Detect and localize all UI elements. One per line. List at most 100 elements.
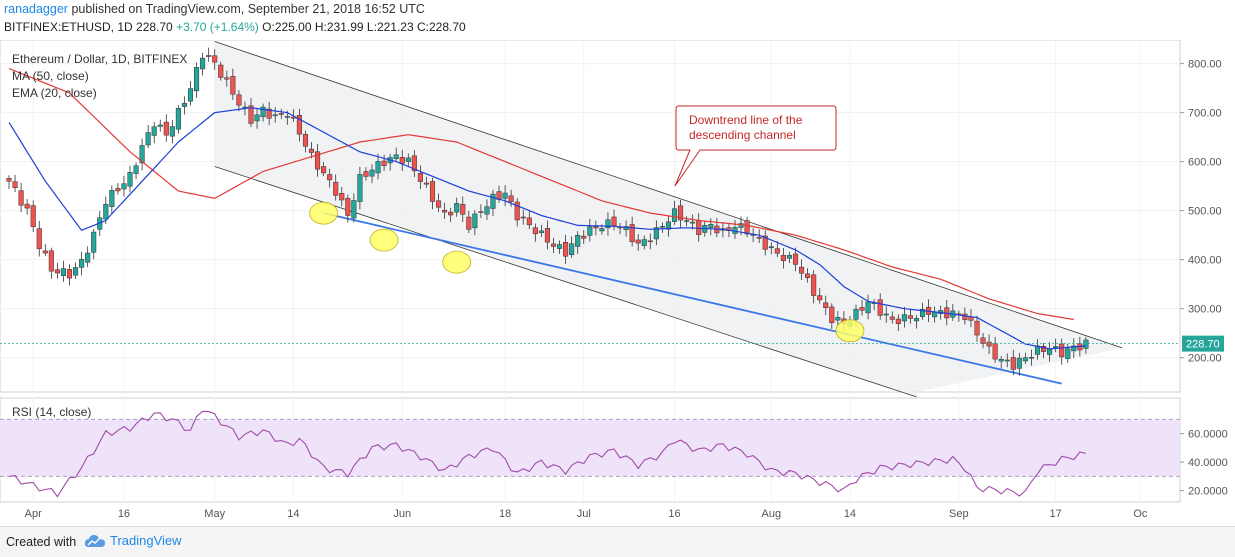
low-label: L: — [366, 20, 377, 34]
candle-body — [248, 105, 254, 124]
candle-body — [508, 195, 514, 202]
candle-body — [544, 228, 551, 243]
candle-body — [194, 67, 200, 92]
ma50-line — [8, 67, 1074, 321]
candle-body — [18, 190, 24, 206]
candle-body — [429, 181, 436, 202]
candle-body — [678, 205, 684, 221]
candle-body — [103, 204, 109, 220]
candle-body — [913, 318, 920, 322]
time-tick-label: Jun — [393, 508, 411, 520]
candle-body — [12, 181, 18, 189]
candle-body — [187, 88, 194, 102]
rsi-tick-label: 20.0000 — [1188, 486, 1228, 498]
time-tick-label: Jul — [577, 508, 591, 520]
candle-body — [835, 317, 841, 321]
price-chart[interactable]: 800.00 700.00 600.00 500.00 400.00 300.00 200.… — [0, 39, 1235, 526]
last-price-label: 228.70 — [1186, 339, 1220, 351]
candle-body — [823, 302, 829, 308]
candle-body — [599, 228, 605, 232]
time-tick-label: 16 — [118, 508, 130, 520]
time-tick-label: 16 — [668, 508, 680, 520]
chart-area[interactable]: 800.00 700.00 600.00 500.00 400.00 300.00 200.… — [0, 39, 1235, 526]
candle-body — [60, 268, 67, 276]
candle-body — [230, 76, 236, 95]
candle-body — [224, 77, 230, 80]
time-tick-label: 18 — [499, 508, 511, 520]
candle-body — [1016, 357, 1022, 369]
candle-body — [980, 337, 986, 344]
candle-body — [54, 269, 60, 274]
candle-body — [520, 216, 526, 219]
rsi-band — [0, 419, 1180, 477]
candle-body — [200, 57, 206, 70]
upper-trendline — [214, 41, 1123, 349]
time-tick-label: May — [204, 508, 225, 520]
candle-body — [696, 220, 702, 235]
last-price: 228.70 — [136, 20, 173, 34]
candle-body — [423, 182, 429, 185]
candle-body — [1004, 359, 1010, 362]
candle-body — [1059, 343, 1065, 358]
touch-highlight — [309, 201, 339, 225]
candle-body — [218, 64, 224, 78]
candle-body — [109, 190, 115, 207]
candle-body — [811, 274, 817, 296]
legend-rsi: RSI (14, close) — [12, 405, 91, 419]
rsi-line — [8, 410, 1087, 498]
callout-box — [674, 105, 837, 187]
candle-body — [321, 166, 327, 174]
close-value: 228.70 — [428, 20, 466, 34]
candle-body — [363, 171, 369, 177]
candle-body — [327, 174, 333, 181]
candle-body — [236, 94, 242, 106]
candle-body — [127, 172, 133, 187]
annotation-callout[interactable]: Downtrend line of the descending channel — [674, 105, 837, 187]
price-tick-label: 800.00 — [1188, 59, 1222, 71]
candle-body — [853, 308, 859, 320]
candle-body — [442, 209, 448, 213]
candle-body — [6, 178, 12, 182]
candle-body — [1022, 357, 1028, 362]
candle-body — [1047, 348, 1053, 355]
candle-body — [920, 308, 926, 317]
candle-body — [175, 107, 181, 130]
candle-body — [339, 193, 345, 201]
candle-body — [85, 252, 91, 263]
candle-body — [1028, 357, 1035, 359]
candle-body — [145, 132, 151, 146]
candle-body — [792, 253, 799, 265]
candle-body — [163, 121, 169, 136]
tradingview-link[interactable]: TradingView — [84, 533, 182, 548]
candle-body — [514, 201, 520, 221]
candle-body — [266, 108, 272, 119]
touch-highlight — [835, 319, 865, 343]
candle-body — [139, 145, 145, 164]
candle-body — [66, 269, 73, 279]
footer: Created with TradingView — [0, 526, 1235, 557]
candle-body — [901, 314, 907, 322]
candle-body — [575, 234, 581, 247]
candle-body — [206, 55, 212, 57]
publish-info: ranadagger published on TradingView.com,… — [4, 2, 425, 16]
time-tick-label: Apr — [25, 508, 42, 520]
candlesticks — [6, 47, 1089, 376]
candle-body — [302, 134, 308, 147]
candle-body — [351, 200, 357, 219]
price-tick-label: 200.00 — [1188, 353, 1222, 365]
author-link[interactable]: ranadagger — [4, 2, 68, 16]
candle-body — [405, 157, 411, 162]
candle-body — [1071, 345, 1077, 352]
candle-body — [799, 266, 805, 274]
candle-body — [272, 114, 278, 117]
candle-body — [671, 208, 678, 222]
candle-body — [151, 126, 157, 136]
candle-body — [859, 307, 865, 311]
candle-body — [278, 113, 284, 115]
candle-body — [284, 116, 290, 118]
candle-body — [641, 239, 647, 246]
candle-body — [42, 250, 48, 254]
time-tick-label: 17 — [1050, 508, 1062, 520]
price-change: +3.70 (+1.64%) — [176, 20, 259, 34]
candle-body — [587, 226, 593, 236]
